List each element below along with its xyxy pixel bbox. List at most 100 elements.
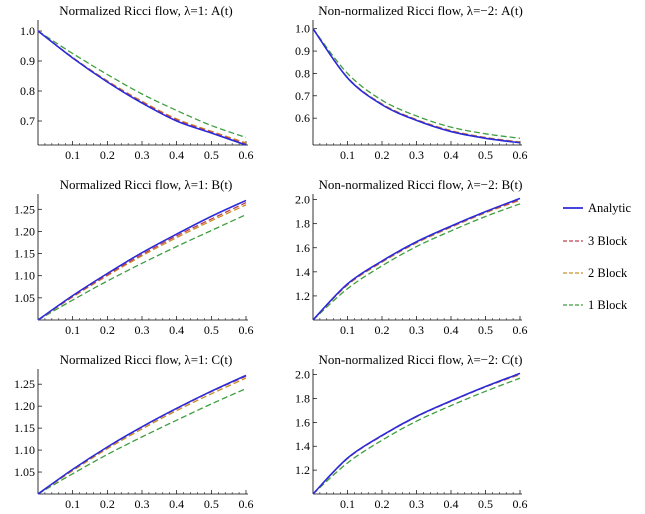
legend-label: 3 Block bbox=[588, 234, 628, 248]
panel-3: Normalized Ricci flow, λ=1: B(t) 0.1 0.2 0.… bbox=[14, 177, 254, 337]
panel-5: Normalized Ricci flow, λ=1: C(t) 0.1 0.2 0.… bbox=[14, 352, 254, 511]
y-tick-label: 0.9 bbox=[20, 54, 35, 68]
series-line-1-block bbox=[37, 30, 247, 139]
series-line-2-block bbox=[312, 373, 521, 495]
panel-4: Non-normalized Ricci flow, λ=−2: B(t) 0.1… bbox=[295, 177, 528, 337]
panel-title: Non-normalized Ricci flow, λ=−2: A(t) bbox=[318, 3, 523, 18]
panel-1: Normalized Ricci flow, λ=1: A(t) 0.1 0.2 0.… bbox=[20, 3, 254, 162]
x-tick-label: 0.3 bbox=[135, 148, 150, 162]
series-line-1-block bbox=[312, 203, 521, 321]
series-line-analytic bbox=[37, 30, 247, 146]
y-tick-label: 1.10 bbox=[14, 443, 35, 457]
y-tick-label: 1.20 bbox=[14, 399, 35, 413]
x-tick-label: 0.2 bbox=[375, 323, 390, 337]
y-tick-label: 0.7 bbox=[20, 114, 35, 128]
panel-title: Non-normalized Ricci flow, λ=−2: B(t) bbox=[319, 177, 523, 192]
panel-title: Normalized Ricci flow, λ=1: A(t) bbox=[59, 3, 232, 18]
x-tick-label: 0.5 bbox=[204, 497, 219, 511]
x-tick-label: 0.4 bbox=[169, 323, 184, 337]
legend-label: 1 Block bbox=[588, 298, 628, 312]
y-tick-label: 2.0 bbox=[295, 368, 310, 382]
y-tick-label: 1.10 bbox=[14, 269, 35, 283]
x-tick-label: 0.2 bbox=[100, 323, 115, 337]
legend-label: 2 Block bbox=[588, 266, 628, 280]
series-line-1-block bbox=[37, 214, 247, 321]
legend: Analytic 3 Block 2 Block 1 Block bbox=[563, 201, 631, 312]
x-tick-label: 0.5 bbox=[478, 497, 493, 511]
series-line-analytic bbox=[37, 199, 247, 321]
series-line-2-block bbox=[37, 377, 247, 495]
panel-title: Normalized Ricci flow, λ=1: B(t) bbox=[60, 177, 233, 192]
y-tick-label: 1.0 bbox=[20, 24, 35, 38]
x-tick-label: 0.4 bbox=[169, 497, 184, 511]
y-tick-label: 1.2 bbox=[295, 289, 310, 303]
x-tick-label: 0.5 bbox=[478, 148, 493, 162]
series-line-analytic bbox=[312, 197, 521, 321]
x-tick-label: 0.3 bbox=[409, 497, 424, 511]
panels: Normalized Ricci flow, λ=1: A(t) 0.1 0.2 0.… bbox=[14, 3, 528, 511]
y-tick-label: 1.8 bbox=[295, 391, 310, 405]
legend-item: 2 Block bbox=[563, 266, 628, 280]
x-tick-label: 0.3 bbox=[409, 148, 424, 162]
y-tick-label: 0.7 bbox=[295, 89, 310, 103]
y-tick-label: 1.25 bbox=[14, 202, 35, 216]
x-tick-label: 0.6 bbox=[513, 148, 528, 162]
x-tick-label: 0.3 bbox=[409, 323, 424, 337]
x-tick-label: 0.2 bbox=[375, 497, 390, 511]
y-tick-label: 1.2 bbox=[295, 463, 310, 477]
series-line-2-block bbox=[312, 199, 521, 321]
x-tick-label: 0.3 bbox=[135, 323, 150, 337]
x-tick-label: 0.1 bbox=[65, 323, 80, 337]
x-tick-label: 0.2 bbox=[100, 148, 115, 162]
y-tick-label: 1.05 bbox=[14, 465, 35, 479]
x-tick-label: 0.5 bbox=[204, 148, 219, 162]
series-line-3-block bbox=[37, 202, 247, 321]
x-tick-label: 0.6 bbox=[239, 148, 254, 162]
x-tick-label: 0.6 bbox=[513, 497, 528, 511]
series-line-analytic bbox=[312, 372, 521, 495]
y-tick-label: 1.4 bbox=[295, 439, 310, 453]
y-tick-label: 0.9 bbox=[295, 44, 310, 58]
x-tick-label: 0.5 bbox=[204, 323, 219, 337]
y-tick-label: 2.0 bbox=[295, 193, 310, 207]
legend-item: 3 Block bbox=[563, 234, 628, 248]
x-tick-label: 0.6 bbox=[239, 497, 254, 511]
panel-6: Non-normalized Ricci flow, λ=−2: C(t) 0.1… bbox=[295, 352, 528, 511]
y-tick-label: 0.8 bbox=[20, 84, 35, 98]
y-tick-label: 1.20 bbox=[14, 224, 35, 238]
x-tick-label: 0.2 bbox=[100, 497, 115, 511]
x-tick-label: 0.1 bbox=[65, 497, 80, 511]
series-line-analytic bbox=[312, 28, 521, 144]
y-tick-label: 1.0 bbox=[295, 22, 310, 36]
series-line-2-block bbox=[312, 28, 521, 143]
x-tick-label: 0.1 bbox=[65, 148, 80, 162]
x-tick-label: 0.2 bbox=[375, 148, 390, 162]
y-tick-label: 1.25 bbox=[14, 377, 35, 391]
y-tick-label: 1.05 bbox=[14, 291, 35, 305]
series-line-2-block bbox=[37, 30, 247, 144]
legend-item: Analytic bbox=[563, 201, 631, 215]
series-line-3-block bbox=[312, 28, 521, 143]
x-tick-label: 0.4 bbox=[169, 148, 184, 162]
x-tick-label: 0.3 bbox=[135, 497, 150, 511]
y-tick-label: 1.6 bbox=[295, 415, 310, 429]
x-tick-label: 0.4 bbox=[444, 148, 459, 162]
x-tick-label: 0.6 bbox=[239, 323, 254, 337]
panel-title: Normalized Ricci flow, λ=1: C(t) bbox=[60, 352, 233, 367]
y-tick-label: 1.4 bbox=[295, 265, 310, 279]
x-tick-label: 0.5 bbox=[478, 323, 493, 337]
legend-item: 1 Block bbox=[563, 298, 628, 312]
panel-2: Non-normalized Ricci flow, λ=−2: A(t) 0.1… bbox=[295, 3, 528, 162]
panel-title: Non-normalized Ricci flow, λ=−2: C(t) bbox=[319, 352, 523, 367]
x-tick-label: 0.4 bbox=[444, 497, 459, 511]
series-line-3-block bbox=[312, 373, 521, 495]
y-tick-label: 1.15 bbox=[14, 247, 35, 261]
x-tick-label: 0.4 bbox=[444, 323, 459, 337]
y-tick-label: 0.8 bbox=[295, 66, 310, 80]
y-tick-label: 1.8 bbox=[295, 217, 310, 231]
x-tick-label: 0.1 bbox=[340, 323, 355, 337]
legend-label: Analytic bbox=[588, 201, 631, 215]
series-line-3-block bbox=[312, 198, 521, 321]
x-tick-label: 0.6 bbox=[513, 323, 528, 337]
